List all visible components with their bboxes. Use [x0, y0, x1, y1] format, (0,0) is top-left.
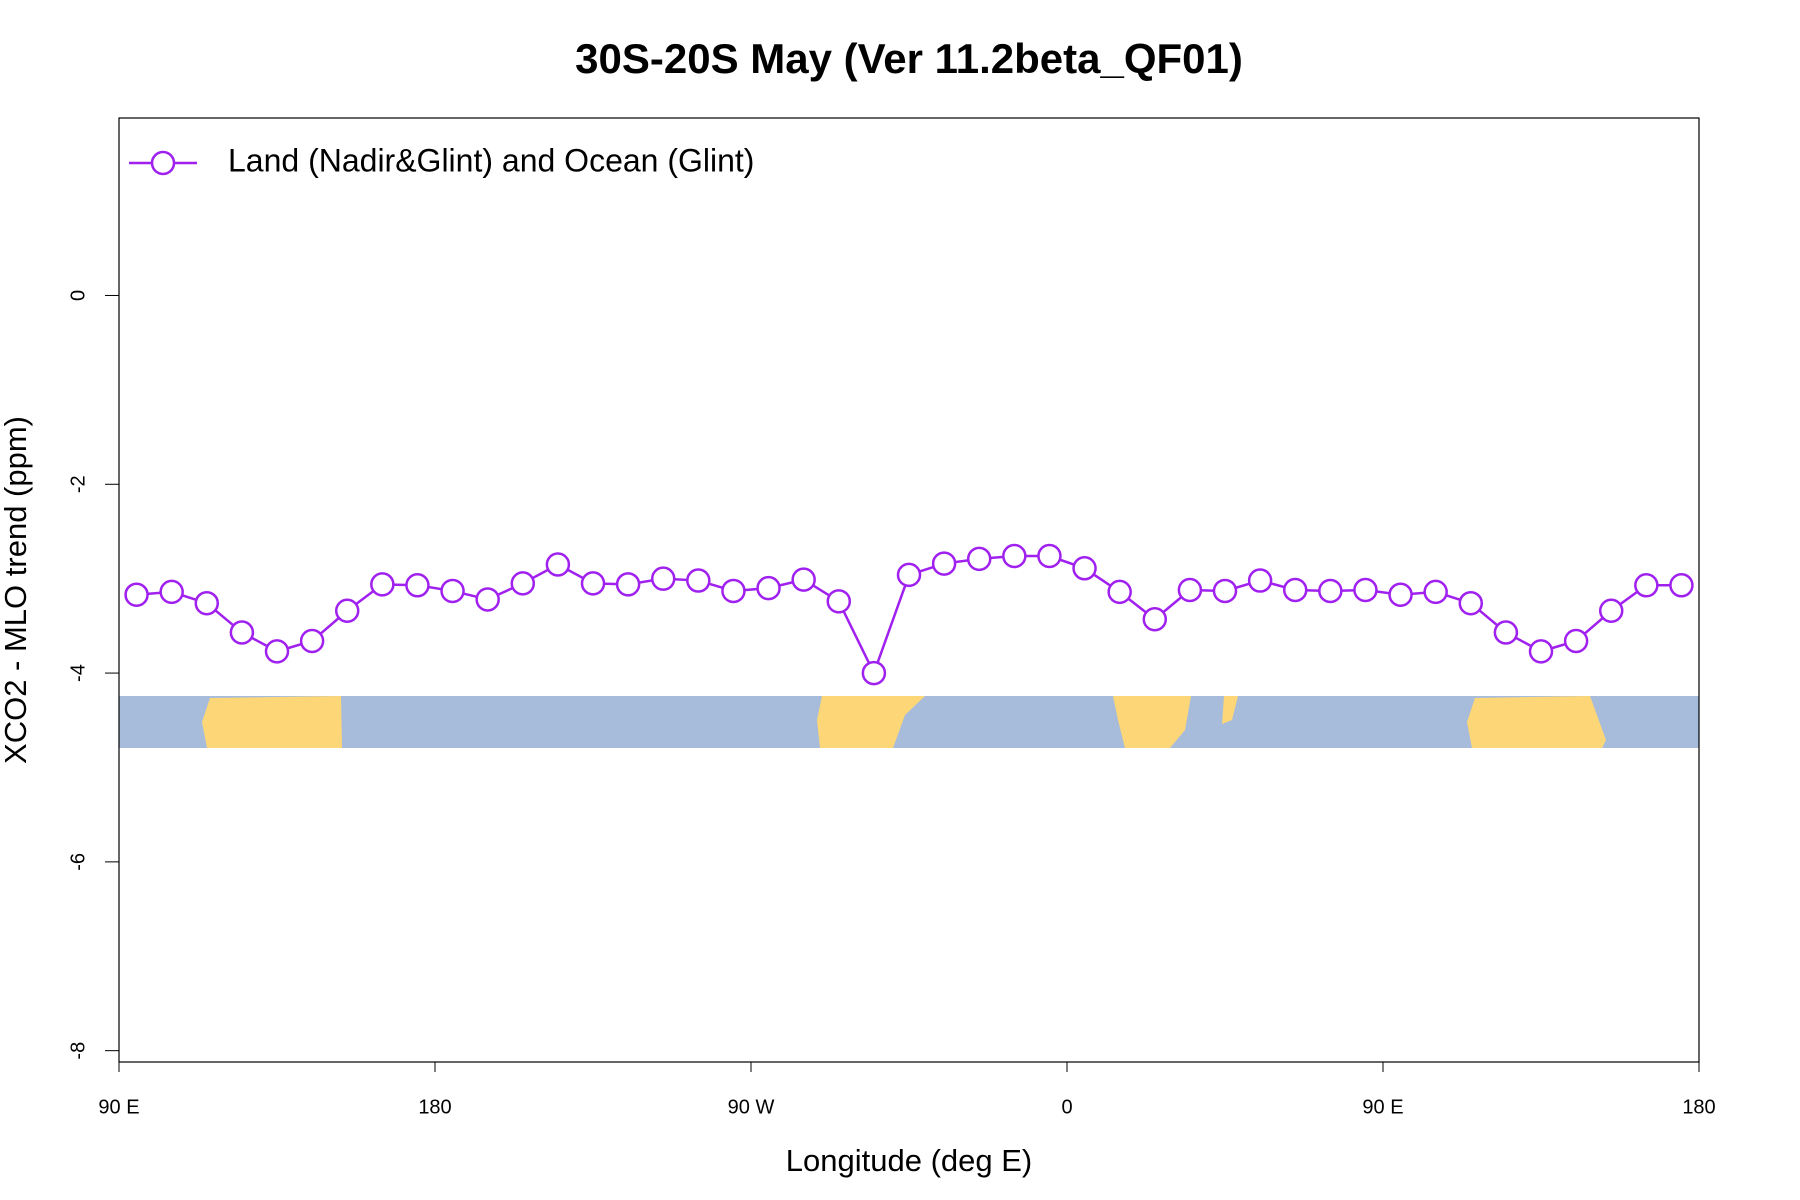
point: [545, 552, 571, 577]
point: [1669, 573, 1694, 598]
point: [791, 567, 816, 592]
legend-marker: [150, 150, 176, 176]
x-tick-label: 180: [1682, 1096, 1715, 1118]
point: [510, 571, 536, 596]
point: [299, 628, 325, 654]
point: [194, 590, 220, 616]
x-tick-label: 0: [1061, 1096, 1072, 1118]
point: [1318, 578, 1343, 604]
y-tick-label: -6: [67, 853, 89, 871]
point: [1493, 620, 1519, 645]
point: [1423, 579, 1448, 605]
point: [264, 639, 290, 664]
chart-title: 30S-20S May (Ver 11.2beta_QF01): [575, 35, 1243, 82]
point: [334, 598, 360, 624]
point: [229, 620, 255, 645]
x-axis-label: Longitude (deg E): [786, 1143, 1032, 1178]
x-tick-label: 180: [418, 1096, 451, 1118]
point: [1528, 639, 1554, 664]
point: [615, 572, 641, 597]
point: [756, 575, 781, 601]
map-band: [119, 696, 1699, 748]
point: [1212, 578, 1238, 604]
y-tick-label: -4: [67, 664, 89, 682]
point: [475, 587, 500, 612]
legend-label: Land (Nadir&Glint) and Ocean (Glint): [228, 142, 754, 178]
point: [966, 546, 992, 572]
y-tick-label: -2: [67, 475, 89, 493]
point: [896, 562, 922, 588]
x-tick-label: 90 W: [728, 1096, 775, 1118]
plot-frame: [118, 117, 1700, 1063]
point: [1142, 607, 1168, 632]
land: [202, 696, 342, 748]
point: [159, 579, 184, 605]
point: [580, 571, 606, 596]
land: [1113, 696, 1191, 748]
point: [826, 589, 852, 614]
point: [1072, 556, 1097, 581]
point: [1002, 543, 1027, 569]
point: [861, 660, 887, 686]
y-tick-label: 0: [67, 290, 89, 301]
land: [1222, 696, 1238, 724]
point: [931, 551, 957, 576]
point: [1458, 590, 1484, 616]
point: [1598, 598, 1624, 624]
x-tick-label: 90 E: [98, 1096, 139, 1118]
point: [1247, 568, 1273, 593]
point: [370, 572, 395, 597]
y-axis-label: XCO2 - MLO trend (ppm): [0, 416, 33, 764]
point: [1388, 582, 1413, 607]
point: [1282, 577, 1308, 603]
y-tick-label: -8: [67, 1042, 89, 1060]
point: [1563, 628, 1589, 654]
point: [686, 568, 711, 593]
point: [1037, 543, 1062, 569]
land: [1467, 696, 1606, 748]
point: [1107, 579, 1132, 605]
x-tick-label: 90 E: [1362, 1096, 1403, 1118]
point: [650, 566, 676, 591]
point: [1177, 577, 1203, 603]
point: [440, 578, 465, 604]
land: [817, 696, 925, 748]
point: [1634, 573, 1659, 598]
point: [405, 573, 430, 598]
point: [1353, 577, 1378, 603]
point: [124, 582, 149, 607]
point: [721, 578, 746, 604]
